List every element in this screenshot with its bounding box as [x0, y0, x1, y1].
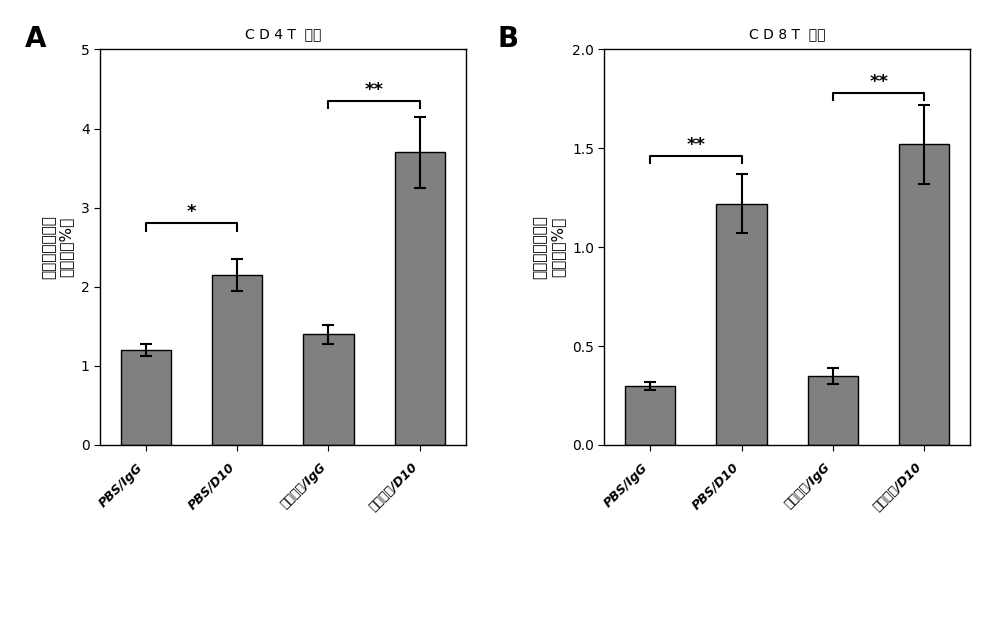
Bar	[212, 275, 262, 445]
Text: PBS/IgG: PBS/IgG	[97, 461, 146, 510]
Text: PBS/D10: PBS/D10	[690, 461, 742, 512]
Text: **: **	[869, 73, 888, 91]
Bar	[716, 204, 767, 445]
Text: 肿瘤疫苗/D10: 肿瘤疫苗/D10	[366, 461, 420, 514]
Text: A: A	[25, 25, 46, 53]
Title: C D 4 T  细胞: C D 4 T 细胞	[245, 27, 321, 41]
Text: B: B	[498, 25, 519, 53]
Bar	[121, 350, 171, 445]
Title: C D 8 T  细胞: C D 8 T 细胞	[749, 27, 825, 41]
Bar	[303, 334, 354, 445]
Text: 肿瘤疫苗/D10: 肿瘤疫苗/D10	[871, 461, 924, 514]
Text: *: *	[187, 203, 196, 221]
Text: 肿瘤疫苗/IgG: 肿瘤疫苗/IgG	[278, 461, 328, 511]
Text: PBS/D10: PBS/D10	[185, 461, 237, 512]
Y-axis label: 占所有活细胞的
百分率（%）: 占所有活细胞的 百分率（%）	[533, 215, 565, 279]
Text: **: **	[365, 81, 384, 99]
Bar	[395, 152, 445, 445]
Y-axis label: 占所有活细胞的
百分率（%）: 占所有活细胞的 百分率（%）	[41, 215, 74, 279]
Bar	[625, 386, 675, 445]
Text: **: **	[686, 136, 705, 154]
Text: 肿瘤疫苗/IgG: 肿瘤疫苗/IgG	[782, 461, 833, 511]
Bar	[808, 376, 858, 445]
Bar	[899, 145, 949, 445]
Text: PBS/IgG: PBS/IgG	[601, 461, 650, 510]
